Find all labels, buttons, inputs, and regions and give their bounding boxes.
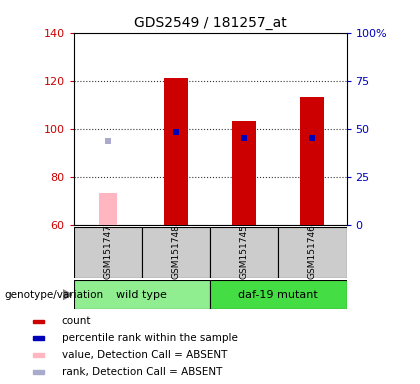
Bar (74, 227, 142, 278)
Text: rank, Detection Call = ABSENT: rank, Detection Call = ABSENT (62, 367, 222, 377)
Polygon shape (63, 290, 72, 300)
Text: wild type: wild type (116, 290, 167, 300)
Text: GSM151745: GSM151745 (240, 224, 249, 279)
Text: daf-19 mutant: daf-19 mutant (239, 290, 318, 300)
Bar (99, 194, 117, 225)
Text: count: count (62, 316, 91, 326)
Bar (33, 353, 44, 357)
Text: value, Detection Call = ABSENT: value, Detection Call = ABSENT (62, 350, 227, 360)
Bar (278, 227, 346, 278)
Bar (210, 280, 346, 309)
Bar (164, 78, 188, 225)
Text: GSM151747: GSM151747 (103, 224, 112, 279)
Bar (74, 280, 210, 309)
Text: GSM151748: GSM151748 (171, 224, 180, 279)
Text: percentile rank within the sample: percentile rank within the sample (62, 333, 237, 343)
Title: GDS2549 / 181257_at: GDS2549 / 181257_at (134, 16, 286, 30)
Text: genotype/variation: genotype/variation (4, 290, 103, 300)
Bar (232, 121, 256, 225)
Bar (300, 98, 324, 225)
Bar (210, 227, 278, 278)
Bar (33, 336, 44, 340)
Text: GSM151746: GSM151746 (308, 224, 317, 279)
Bar (33, 319, 44, 323)
Bar (142, 227, 210, 278)
Bar (33, 370, 44, 374)
